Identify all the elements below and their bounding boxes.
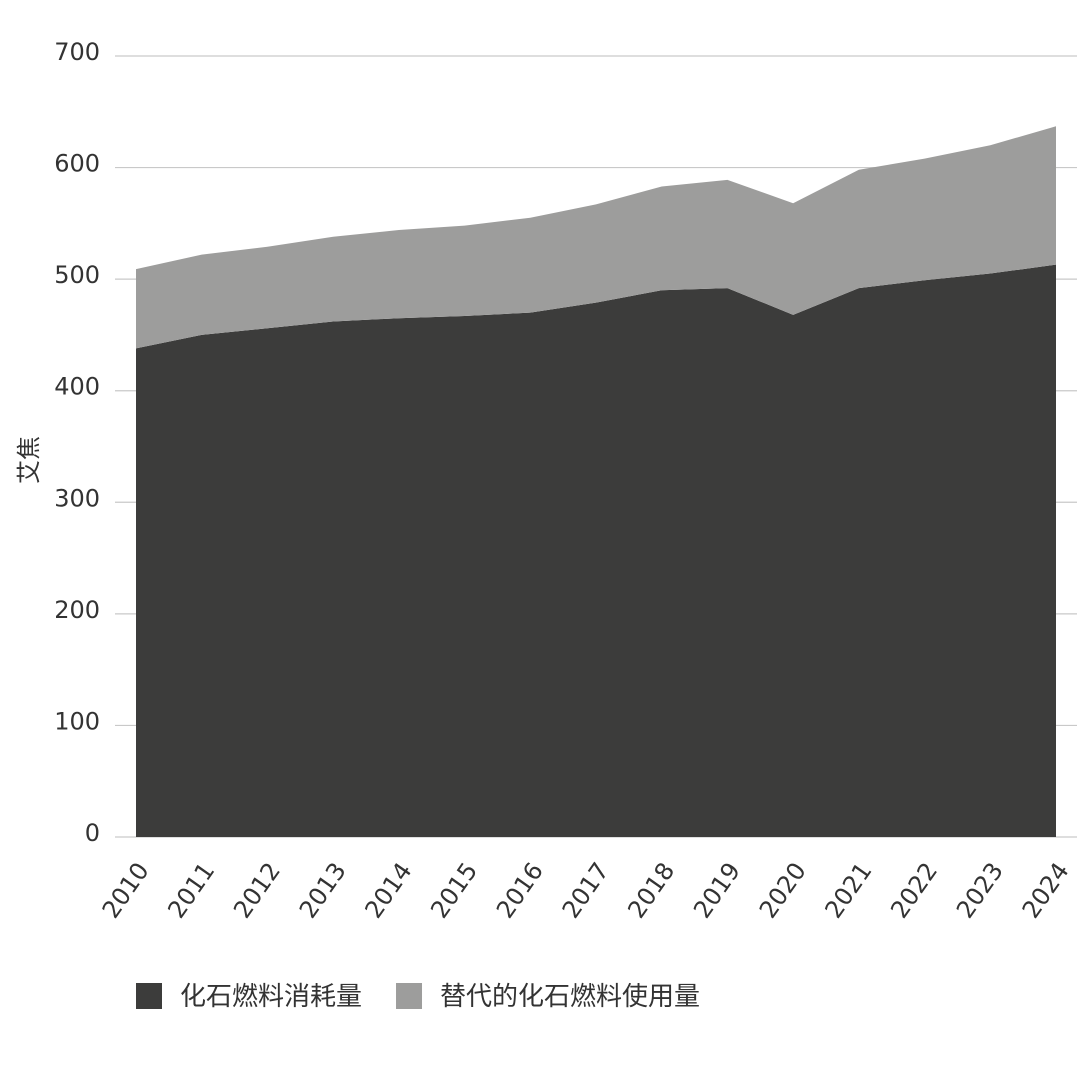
x-tick-label-2015: 2015 [425, 857, 483, 923]
x-tick-label-2019: 2019 [688, 857, 746, 923]
x-tick-label-2023: 2023 [951, 857, 1009, 923]
x-tick-label-2020: 2020 [754, 857, 812, 923]
x-tick-label-2018: 2018 [622, 857, 680, 923]
y-tick-label-100: 100 [54, 707, 100, 735]
legend-swatch-1 [136, 983, 162, 1009]
y-tick-label-400: 400 [54, 373, 100, 401]
legend-swatch-2 [396, 983, 423, 1009]
y-tick-label-500: 500 [54, 261, 100, 289]
x-tick-label-2022: 2022 [885, 857, 943, 923]
area-series [135, 126, 1057, 837]
legend-label-2: 替代的化石燃料使用量 [440, 982, 700, 1012]
x-tick-label-2011: 2011 [162, 857, 220, 923]
y-tick-label-300: 300 [54, 484, 100, 512]
x-tick-label-2012: 2012 [228, 857, 286, 923]
y-tick-label-600: 600 [54, 150, 100, 178]
y-tick-label-0: 0 [85, 819, 100, 847]
x-tick-label-2016: 2016 [491, 857, 549, 923]
area-series-1 [136, 264, 1056, 837]
x-tick-label-2013: 2013 [294, 857, 352, 923]
area-series-2 [136, 126, 1056, 349]
x-axis-ticks: 2010 2011 2012 2013 2014 2015 2016 2017 2018 2019… [97, 857, 1075, 923]
y-tick-label-200: 200 [54, 596, 100, 624]
legend-label-1: 化石燃料消耗量 [180, 982, 362, 1012]
y-axis-title: 艾焦 [15, 436, 43, 484]
legend: 化石燃料消耗量 替代的化石燃料使用量 [136, 982, 700, 1012]
x-tick-label-2021: 2021 [820, 857, 878, 923]
y-tick-label-700: 700 [54, 38, 100, 66]
x-tick-label-2014: 2014 [360, 857, 418, 923]
x-tick-label-2024: 2024 [1017, 857, 1075, 923]
x-tick-label-2017: 2017 [557, 857, 615, 923]
x-tick-label-2010: 2010 [97, 857, 155, 923]
y-axis-ticks: 0 100 200 300 400 500 600 700 [54, 38, 100, 847]
